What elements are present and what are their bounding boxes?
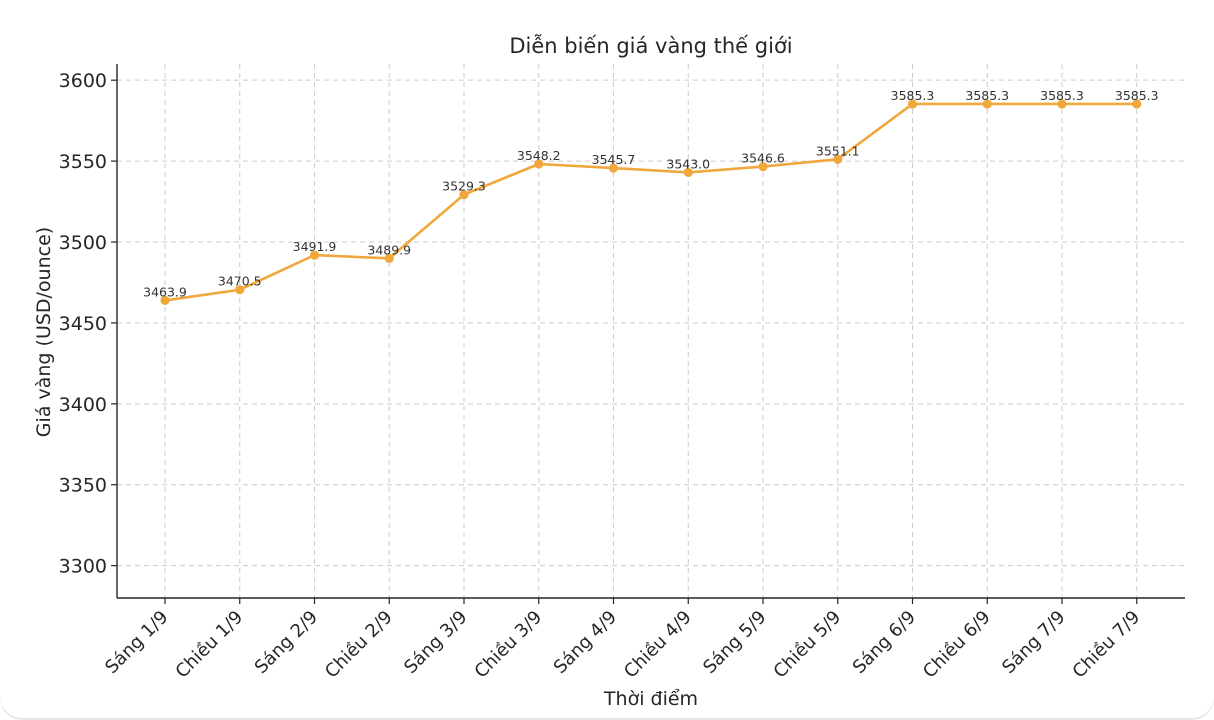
- y-tick-label: 3300: [59, 556, 107, 578]
- data-labels: 3463.9 3470.5 3491.9 3489.9 3529.3 3548.2 3545…: [143, 88, 1159, 299]
- data-label: 3545.7: [592, 152, 636, 167]
- data-label: 3546.6: [741, 151, 785, 166]
- series-line: [160, 99, 1142, 306]
- x-tick-label: Sáng 4/9: [550, 607, 621, 678]
- x-axis-label: Thời điểm: [603, 688, 698, 710]
- data-label: 3585.3: [1115, 88, 1159, 103]
- series-line-path: [163, 102, 1139, 302]
- data-point: [758, 161, 768, 172]
- data-label: 3551.1: [816, 143, 860, 158]
- data-point: [1132, 99, 1142, 109]
- data-point: [160, 295, 170, 306]
- x-tick-label: Sáng 3/9: [400, 607, 471, 678]
- data-point: [384, 253, 394, 263]
- y-tick-label: 3450: [59, 313, 107, 335]
- y-tick-label: 3400: [59, 394, 107, 416]
- data-point: [907, 99, 918, 109]
- data-point: [1057, 99, 1067, 109]
- data-label: 3585.3: [965, 88, 1009, 103]
- axes: [116, 64, 1185, 599]
- x-tick-label: Chiều 7/9: [1069, 607, 1145, 683]
- data-label: 3463.9: [143, 284, 187, 299]
- x-tick-label: Chiều 4/9: [620, 607, 696, 683]
- x-tick-label: Sáng 1/9: [101, 607, 172, 678]
- data-label: 3585.3: [891, 88, 935, 103]
- grid: [117, 64, 1185, 598]
- data-label: 3489.9: [367, 242, 411, 257]
- data-point: [608, 163, 619, 173]
- y-tick-label: 3500: [59, 232, 107, 254]
- x-tick-label: Chiều 2/9: [321, 607, 397, 683]
- data-point: [235, 285, 245, 295]
- data-point: [683, 167, 693, 178]
- y-axis-ticks: 3300 3350 3400 3450 3500 3550 3600: [59, 70, 117, 578]
- x-tick-label: Chiều 6/9: [919, 607, 995, 683]
- data-point: [459, 189, 469, 200]
- y-tick-label: 3350: [59, 475, 107, 497]
- data-label: 3548.2: [517, 148, 561, 163]
- x-tick-label: Sáng 2/9: [251, 607, 322, 678]
- data-label: 3543.0: [666, 156, 710, 171]
- data-point: [309, 250, 320, 260]
- data-label: 3470.5: [218, 274, 262, 289]
- y-axis-label: Giá vàng (USD/ounce): [33, 227, 55, 437]
- y-tick-label: 3600: [59, 70, 107, 92]
- x-tick-label: Sáng 5/9: [699, 607, 770, 678]
- chart-title: Diễn biến giá vàng thế giới: [509, 33, 792, 58]
- data-point: [833, 154, 843, 164]
- x-tick-label: Chiều 1/9: [172, 607, 248, 683]
- data-label: 3585.3: [1040, 88, 1084, 103]
- data-label: 3529.3: [442, 179, 486, 194]
- x-tick-label: Chiều 5/9: [770, 607, 846, 683]
- x-tick-label: Chiều 3/9: [471, 607, 547, 683]
- data-label: 3491.9: [293, 239, 337, 254]
- data-point: [982, 99, 992, 109]
- x-tick-label: Sáng 7/9: [998, 607, 1069, 678]
- x-tick-label: Sáng 6/9: [849, 607, 920, 678]
- data-point: [534, 159, 544, 169]
- y-tick-label: 3550: [59, 151, 107, 173]
